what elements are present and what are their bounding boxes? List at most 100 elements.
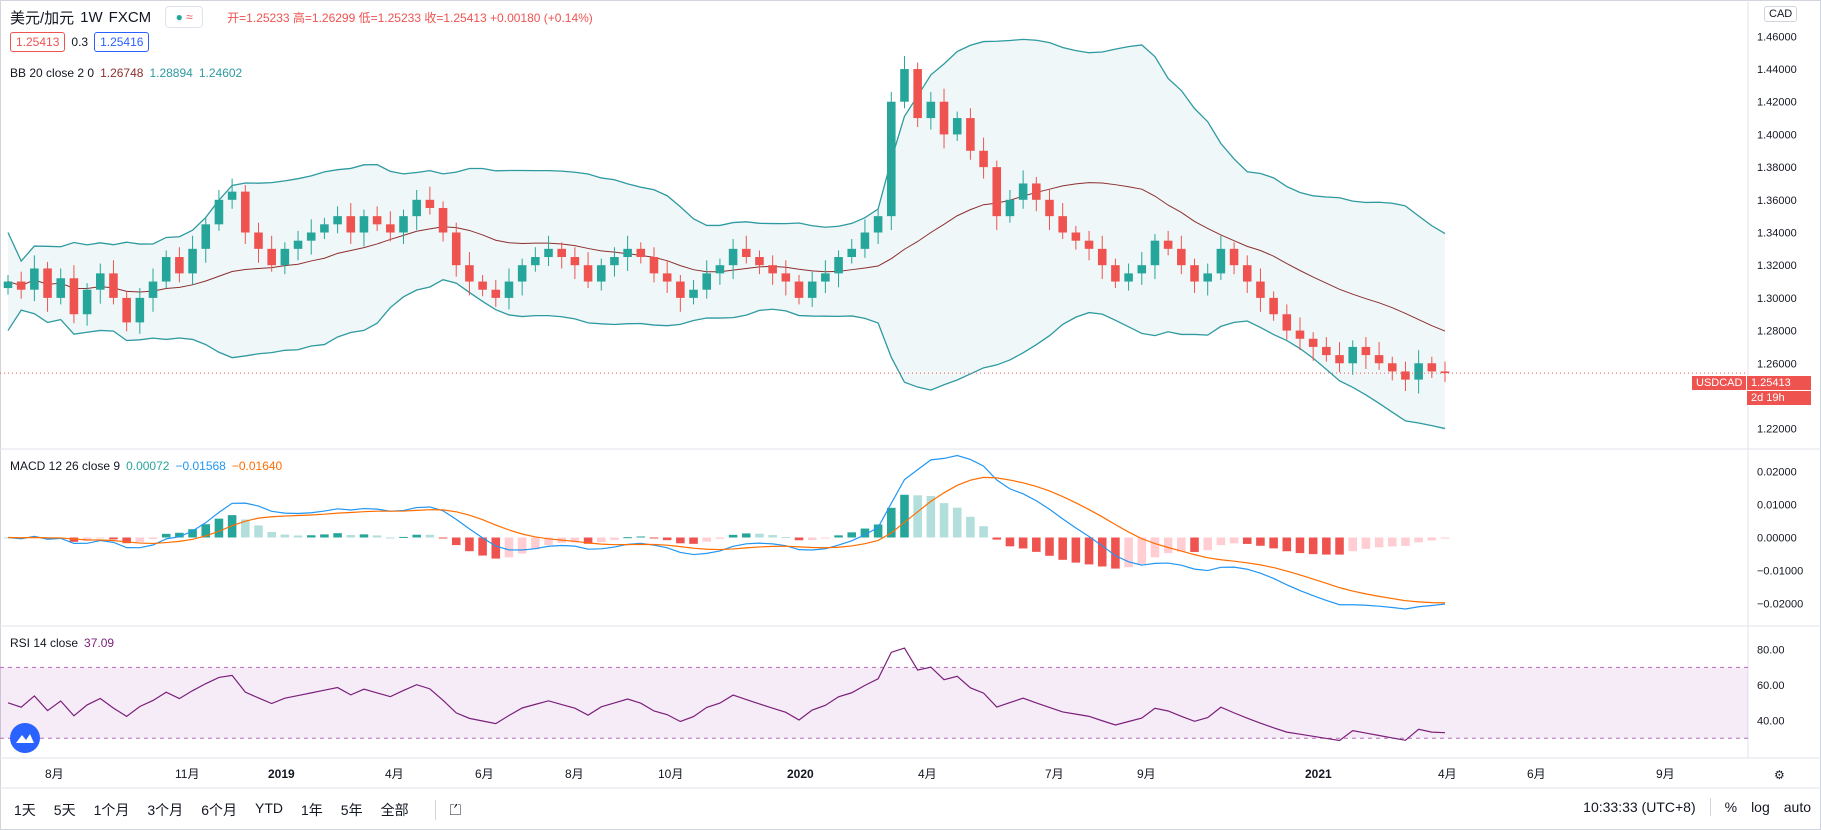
macd-histogram-bar <box>161 533 171 538</box>
macd-histogram-bar <box>82 537 92 541</box>
candle-body <box>1322 346 1331 356</box>
candle-body <box>465 265 474 282</box>
bb-legend[interactable]: BB 20 close 2 0 1.26748 1.28894 1.24602 <box>10 66 242 80</box>
macd-histogram-bar <box>834 535 843 538</box>
candle-body <box>979 150 988 168</box>
timeframe-0[interactable]: 1天 <box>14 802 36 818</box>
price-axis-label: 1.42000 <box>1757 97 1797 109</box>
macd-histogram-bar <box>293 535 303 538</box>
interval-label[interactable]: 1W <box>80 8 103 26</box>
candle-body <box>1005 199 1015 217</box>
macd-line <box>7 454 1446 610</box>
candle-body <box>939 101 949 135</box>
clock-display[interactable]: 10:33:33 (UTC+8) <box>1583 799 1696 815</box>
macd-histogram-bar <box>1058 537 1067 560</box>
bb-lower-line <box>7 279 1446 430</box>
macd-histogram-bar <box>188 529 197 538</box>
time-axis-label: 4月 <box>918 767 937 781</box>
macd-histogram-bar <box>1387 537 1397 547</box>
candle-body <box>135 297 145 323</box>
candle-body <box>741 248 751 258</box>
candle-body <box>227 191 237 200</box>
rsi-legend[interactable]: RSI 14 close 37.09 <box>10 636 114 650</box>
symbol-name[interactable]: 美元/加元 <box>10 9 75 27</box>
macd-histogram-bar <box>662 537 672 541</box>
log-scale-button[interactable]: log <box>1751 799 1770 815</box>
candle-body <box>306 232 316 241</box>
time-axis-label: 2021 <box>1305 767 1332 781</box>
price-axis-label: 1.32000 <box>1757 260 1797 272</box>
candle-body <box>610 257 619 266</box>
time-axis-label: 10月 <box>658 767 683 781</box>
timeframe-4[interactable]: 6个月 <box>201 802 237 818</box>
candle-body <box>1335 355 1344 364</box>
macd-histogram-bar <box>1427 537 1437 541</box>
price-axis-label: 1.46000 <box>1757 31 1797 43</box>
time-axis-label: 11月 <box>175 767 199 781</box>
date-range-icon[interactable]: ⏍ <box>449 801 461 819</box>
macd-histogram-bar <box>979 526 988 538</box>
timeframe-8[interactable]: 全部 <box>380 802 409 818</box>
market-status-icon[interactable]: ● ≈ <box>165 6 204 28</box>
candle-body <box>847 248 857 258</box>
tradingview-logo-icon[interactable] <box>10 723 40 753</box>
ask-button[interactable]: 1.25416 <box>94 32 150 52</box>
candle-body <box>1295 330 1305 339</box>
candle-body <box>504 281 514 298</box>
macd-histogram-bar <box>1137 537 1147 564</box>
timeframe-6[interactable]: 1年 <box>300 802 323 818</box>
macd-histogram-bar <box>702 537 712 542</box>
macd-histogram-bar <box>689 537 698 544</box>
rsi-axis-label: 80.00 <box>1757 645 1785 657</box>
bottom-toolbar: 1天 5天 1个月 3个月 6个月 YTD 1年 5年 全部 ⏍ <box>0 790 1821 830</box>
macd-histogram-bar <box>860 528 870 538</box>
macd-histogram-bar <box>69 537 79 542</box>
timeframe-5[interactable]: YTD <box>254 800 283 816</box>
timeframe-2[interactable]: 1个月 <box>93 802 130 818</box>
candle-body <box>1032 183 1041 200</box>
candle-body <box>372 216 382 225</box>
currency-label[interactable]: CAD <box>1764 6 1798 22</box>
candle-body <box>95 273 105 290</box>
macd-histogram-bar <box>359 534 369 538</box>
candle-body <box>188 248 197 274</box>
candle-body <box>43 268 52 298</box>
timeframe-1[interactable]: 5天 <box>53 802 76 818</box>
candle-body <box>1348 346 1358 364</box>
bb-label: BB 20 close 2 0 <box>10 66 95 80</box>
macd-histogram-bar <box>1163 537 1173 554</box>
macd-hist-value: 0.00072 <box>126 459 170 473</box>
settings-gear-icon[interactable]: ⚙ <box>1774 768 1785 782</box>
candle-body <box>821 273 830 282</box>
candle-body <box>1203 273 1212 282</box>
timeframe-3[interactable]: 3个月 <box>147 802 184 818</box>
macd-histogram-bar <box>372 535 382 538</box>
candle-body <box>873 216 883 233</box>
bid-button[interactable]: 1.25413 <box>10 32 66 52</box>
bb-upper-value: 1.28894 <box>149 66 193 80</box>
scale-controls: 10:33:33 (UTC+8) % log auto <box>1583 798 1811 816</box>
macd-legend[interactable]: MACD 12 26 close 9 0.00072 −0.01568 −0.0… <box>10 459 282 473</box>
timeframe-7[interactable]: 5年 <box>340 802 363 818</box>
macd-histogram-bar <box>280 534 290 538</box>
macd-histogram-bar <box>491 537 501 559</box>
time-axis-label: 9月 <box>1656 767 1675 781</box>
candle-body <box>386 224 395 233</box>
candle-body <box>175 257 184 274</box>
ohlc-values: 开=1.25233 高=1.26299 低=1.25233 收=1.25413 … <box>227 10 593 25</box>
macd-histogram-bar <box>1308 537 1318 555</box>
candle-body <box>913 69 922 119</box>
percent-scale-button[interactable]: % <box>1724 799 1738 815</box>
candle-body <box>333 216 342 225</box>
macd-histogram-bar <box>807 537 817 540</box>
auto-scale-button[interactable]: auto <box>1783 799 1811 815</box>
bb-basis-value: 1.26748 <box>100 66 144 80</box>
candle-body <box>1084 240 1094 249</box>
candle-body <box>636 248 646 258</box>
macd-histogram-bar <box>952 507 962 538</box>
candle-body <box>583 265 593 282</box>
macd-histogram-bar <box>306 535 316 538</box>
macd-histogram-bar <box>438 537 448 539</box>
candle-body <box>544 248 553 258</box>
